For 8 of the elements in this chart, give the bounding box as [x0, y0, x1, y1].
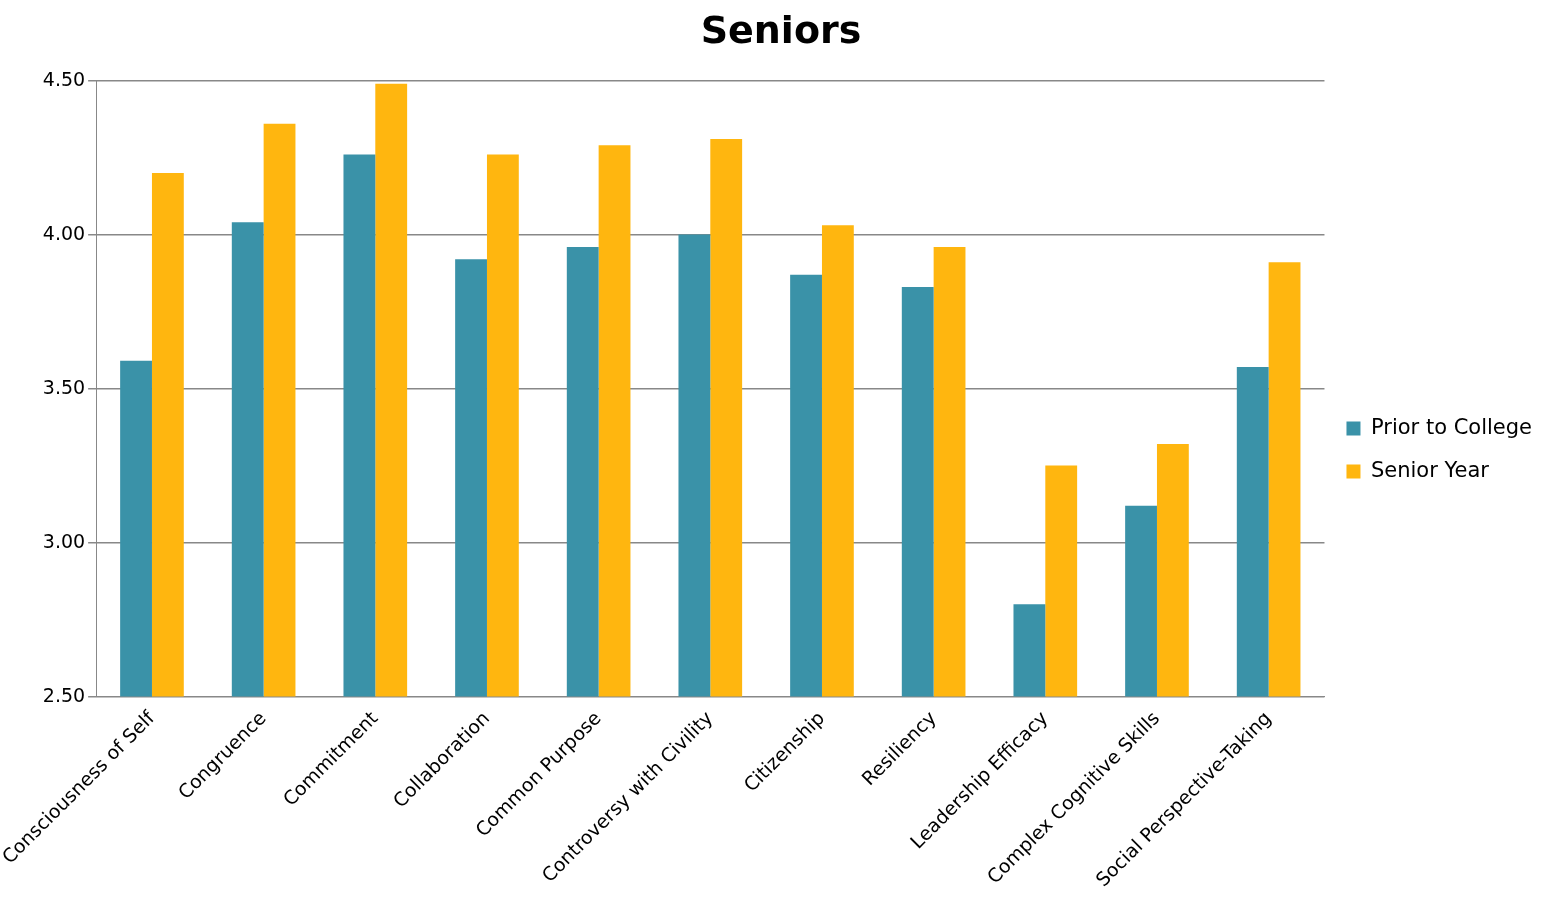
- legend-label: Prior to College: [1370, 414, 1532, 439]
- y-tick-label: 3.00: [42, 529, 86, 552]
- y-tick-label: 2.50: [42, 683, 86, 706]
- y-tick-label: 3.50: [42, 375, 86, 398]
- chart-title: Seniors: [700, 7, 862, 52]
- legend-label: Senior Year: [1370, 457, 1490, 482]
- y-tick-label: 4.00: [42, 221, 86, 244]
- y-tick-label: 4.50: [42, 67, 86, 90]
